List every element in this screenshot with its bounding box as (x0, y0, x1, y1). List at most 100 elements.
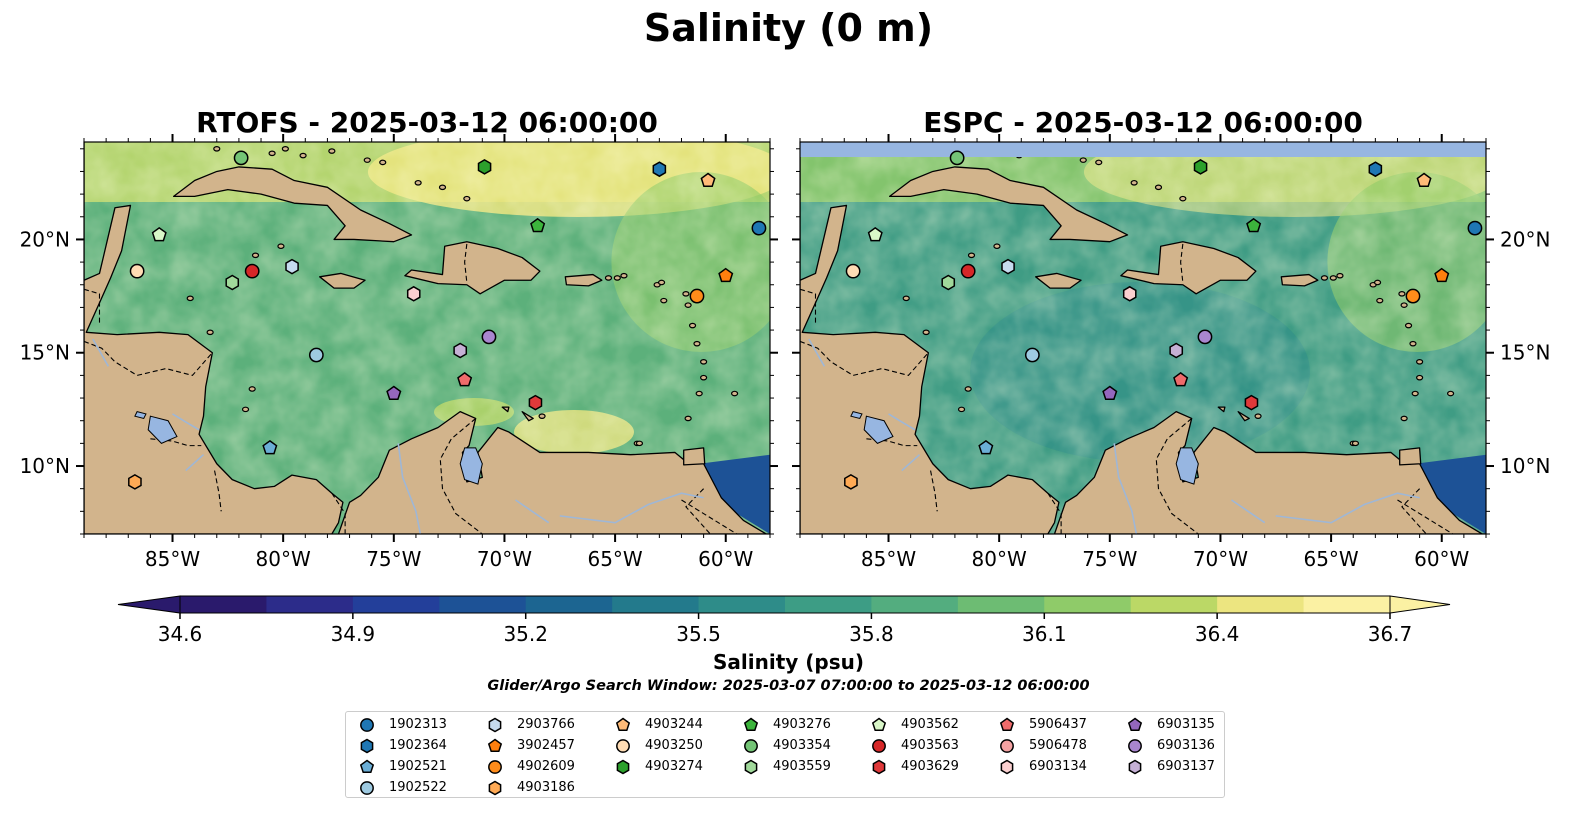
small-island (1409, 340, 1417, 347)
lat-tick-label: 15°N (20, 341, 70, 365)
legend-label: 3902457 (517, 738, 575, 753)
small-island (700, 374, 708, 381)
no-data-strip (800, 142, 1486, 157)
float-marker-4903274 (1193, 159, 1208, 175)
circle-marker-icon (872, 739, 886, 753)
legend-marker-1902522 (360, 781, 374, 795)
small-island (1079, 157, 1087, 163)
legend-label: 4903244 (645, 717, 703, 732)
circle-marker-icon (616, 739, 630, 753)
land-curacao (1237, 410, 1250, 422)
country-border (84, 340, 213, 377)
float-marker-4903276 (1246, 217, 1262, 233)
small-island (695, 390, 703, 397)
float-marker-4903563 (244, 263, 260, 279)
float-marker-2903766 (285, 258, 299, 275)
espc-map-panel: 85°W 80°W 75°W 70°W 65°W 60°W 20°N 15°N 10°N (792, 134, 1550, 571)
rtofs-panel-title: RTOFS - 2025-03-12 06:00:00 (196, 106, 658, 139)
colorbar-segment (352, 596, 440, 613)
float-marker-2903766 (1001, 258, 1015, 275)
float-marker-4903354 (233, 150, 249, 166)
legend-marker-4903354 (744, 739, 758, 753)
legend-marker-6903137 (1128, 759, 1142, 775)
lat-tick-label: 20°N (1500, 227, 1550, 251)
land-curacao (521, 410, 534, 422)
lon-tick-label: 75°W (366, 547, 421, 571)
map-frame (83, 141, 771, 535)
colorbar-segment (1044, 596, 1132, 613)
float-marker-1902522 (308, 347, 324, 363)
float-marker-6903136 (481, 329, 497, 345)
float-marker-4903563 (960, 263, 976, 279)
lake-maracaibo (459, 447, 483, 485)
country-border (800, 340, 929, 377)
legend-marker-1902521 (359, 759, 375, 774)
float-marker-3902457 (718, 267, 734, 283)
country-border (1155, 418, 1199, 534)
small-island (1373, 279, 1382, 286)
small-island (1254, 413, 1262, 419)
lat-tick-label: 20°N (20, 227, 70, 251)
legend-marker-4903563 (872, 739, 886, 753)
lat-tick-label: 10°N (20, 454, 70, 478)
legend-label: 4903276 (773, 717, 831, 732)
small-island (363, 157, 371, 163)
land-puertoRico (564, 273, 603, 287)
country-border (800, 288, 817, 324)
float-marker-4903186 (128, 474, 142, 490)
colorbar-segment (1217, 596, 1305, 613)
legend-marker-4902609 (488, 760, 502, 774)
legend-marker-4903559 (744, 759, 758, 775)
country-border (214, 470, 222, 512)
float-marker-6903137 (453, 342, 468, 359)
float-marker-6903134 (1122, 285, 1137, 302)
lon-tick-label: 75°W (1082, 547, 1137, 571)
hexagon-marker-icon (488, 717, 502, 733)
river (808, 338, 826, 367)
float-marker-1902521 (262, 439, 278, 455)
small-island (241, 406, 250, 413)
legend-label: 1902313 (389, 717, 447, 732)
country-border (331, 492, 346, 534)
map-frame (799, 141, 1487, 535)
small-island (1351, 440, 1360, 447)
legend-marker-4903276 (743, 717, 759, 732)
small-island (1400, 302, 1408, 308)
land-trinidad (1399, 447, 1422, 466)
small-island (438, 184, 447, 191)
float-marker-1902364 (1368, 161, 1383, 178)
land-hispaniola (404, 241, 541, 295)
legend-label: 6903137 (1157, 759, 1215, 774)
lake-managua (134, 411, 147, 420)
country-border (464, 243, 468, 283)
float-marker-1902522 (1024, 347, 1040, 363)
legend-label: 4902609 (517, 759, 575, 774)
float-marker-4903559 (941, 274, 956, 291)
float-marker-4903629 (1244, 394, 1259, 411)
small-island (688, 322, 697, 329)
colorbar-segment (525, 596, 613, 613)
rtofs-map-panel: 85°W 80°W 75°W 70°W 65°W 60°W 20°N 15°N 10°N (20, 134, 778, 571)
legend-marker-6903134 (1000, 759, 1014, 775)
float-marker-6903135 (386, 385, 402, 400)
float-marker-1902313 (751, 220, 767, 236)
legend-marker-5906437 (999, 717, 1015, 732)
legend-marker-5906478 (1000, 739, 1014, 753)
small-island (281, 145, 289, 152)
small-island (1336, 272, 1344, 279)
small-island (922, 329, 930, 336)
river (1275, 492, 1420, 524)
colorbar-segment (266, 596, 354, 613)
colorbar-segment (871, 596, 959, 613)
circle-marker-icon (360, 718, 374, 732)
small-island (1400, 415, 1408, 422)
lon-tick-label: 80°W (972, 547, 1027, 571)
river (92, 338, 110, 367)
small-island (1095, 159, 1103, 166)
colorbar-segment (180, 596, 267, 613)
legend-marker-6903136 (1128, 739, 1142, 753)
country-border (1401, 488, 1427, 534)
pentagon-marker-icon (743, 717, 759, 732)
legend-marker-2903766 (488, 717, 502, 733)
small-island (693, 340, 701, 347)
